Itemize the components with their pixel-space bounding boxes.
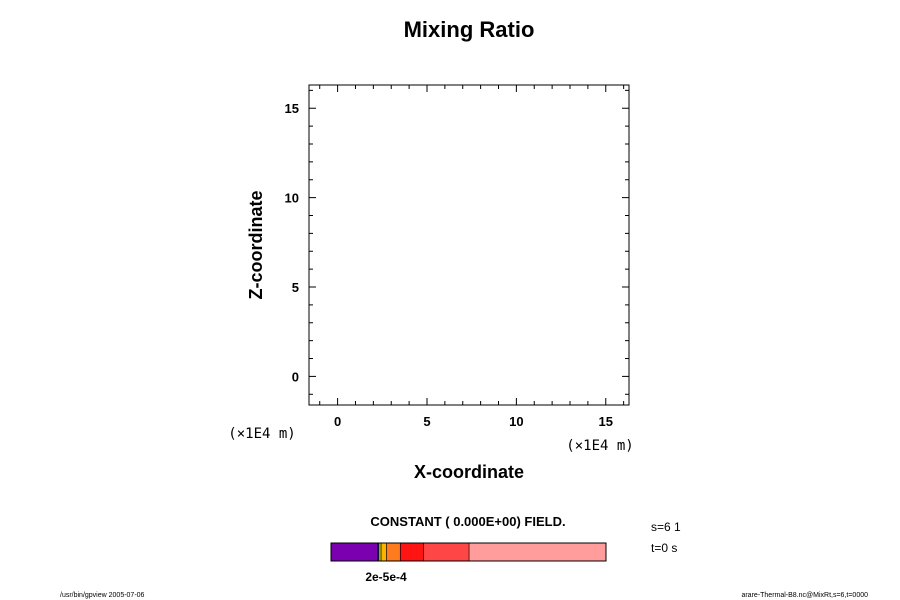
x-axis-unit: (×1E4 m): [566, 438, 633, 454]
y-axis-unit: (×1E4 m): [228, 426, 295, 442]
colorbar-segment: [377, 543, 379, 561]
x-axis-label: X-coordinate: [414, 462, 524, 482]
colorbar-segment: [381, 543, 387, 561]
x-tick-label: 15: [599, 414, 613, 429]
colorbar-segment: [386, 543, 401, 561]
chart-title: Mixing Ratio: [404, 17, 535, 42]
y-axis-label: Z-coordinate: [246, 190, 266, 299]
colorbar-segment: [469, 543, 606, 561]
y-tick-label: 5: [292, 280, 299, 295]
footer-left: /usr/bin/gpview 2005-07-06: [60, 592, 145, 599]
plot-frame: [308, 84, 630, 406]
colorbar-frame: [330, 542, 607, 562]
time-info: t=0 s: [651, 541, 677, 555]
x-tick-label: 10: [509, 414, 523, 429]
colorbar: [330, 542, 607, 562]
x-tick-label: 5: [423, 414, 430, 429]
x-axis-ticks: 0 5 10 15: [319, 85, 625, 429]
footer-right: arare-Thermal-B8.nc@MixRt,s=6,t=0000: [741, 592, 868, 599]
y-tick-label: 0: [292, 369, 299, 384]
colorbar-tick-labels: 2e-5e-4: [365, 570, 407, 584]
y-tick-label: 15: [285, 101, 299, 116]
y-tick-label: 10: [285, 191, 299, 206]
colorbar-segment: [423, 543, 470, 561]
y-axis-ticks: 0 5 10 15: [285, 89, 629, 395]
colorbar-segment: [331, 543, 378, 561]
x-tick-label: 0: [334, 414, 341, 429]
colorbar-segment: [400, 543, 424, 561]
slice-info: s=6 1: [651, 520, 681, 534]
colorbar-segment: [378, 543, 382, 561]
field-message: CONSTANT ( 0.000E+00) FIELD.: [370, 514, 565, 529]
